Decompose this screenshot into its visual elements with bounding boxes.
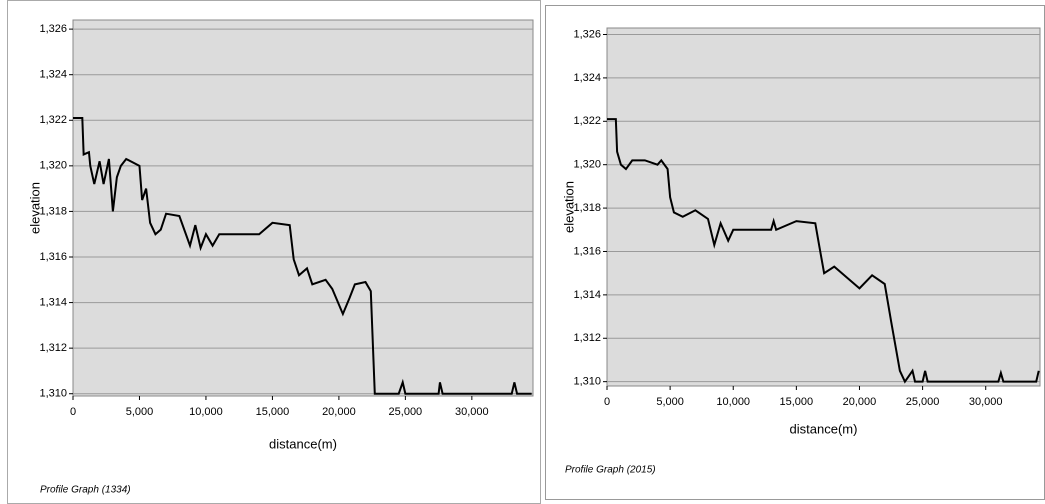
profile-line bbox=[73, 116, 532, 395]
plot-area bbox=[72, 19, 534, 397]
x-tick-label: 20,000 bbox=[322, 406, 356, 418]
x-tick-label: 15,000 bbox=[780, 396, 814, 408]
y-tick-label: 1,312 bbox=[573, 332, 601, 344]
y-tick-label: 1,312 bbox=[39, 342, 67, 354]
x-tick-label: 25,000 bbox=[389, 406, 423, 418]
y-tick-label: 1,322 bbox=[573, 115, 601, 127]
profile-line bbox=[607, 118, 1040, 384]
x-axis-title: distance(m) bbox=[269, 436, 337, 451]
y-axis-title: elevation bbox=[27, 182, 42, 234]
x-axis-title: distance(m) bbox=[790, 421, 858, 436]
x-tick-label: 10,000 bbox=[189, 406, 223, 418]
x-tick-label: 10,000 bbox=[716, 396, 750, 408]
y-tick-label: 1,324 bbox=[39, 69, 67, 81]
plot-area bbox=[606, 27, 1041, 387]
x-tick-label: 5,000 bbox=[126, 406, 154, 418]
y-tick-label: 1,314 bbox=[573, 289, 601, 301]
x-tick-label: 30,000 bbox=[969, 396, 1003, 408]
caption: Profile Graph (2015) bbox=[565, 465, 656, 476]
y-tick-label: 1,324 bbox=[573, 72, 601, 84]
y-tick-label: 1,310 bbox=[573, 376, 601, 388]
y-tick-label: 1,316 bbox=[39, 251, 67, 263]
caption: Profile Graph (1334) bbox=[40, 485, 131, 496]
y-tick-label: 1,318 bbox=[39, 205, 67, 217]
x-tick-label: 0 bbox=[70, 406, 76, 418]
y-tick-label: 1,326 bbox=[573, 28, 601, 40]
y-tick-label: 1,316 bbox=[573, 245, 601, 257]
y-tick-label: 1,326 bbox=[39, 23, 67, 35]
y-tick-label: 1,314 bbox=[39, 296, 67, 308]
y-axis-title: elevation bbox=[561, 181, 576, 233]
y-tick-label: 1,320 bbox=[39, 160, 67, 172]
x-tick-label: 20,000 bbox=[843, 396, 877, 408]
y-tick-label: 1,322 bbox=[39, 114, 67, 126]
y-tick-label: 1,318 bbox=[573, 202, 601, 214]
x-tick-label: 15,000 bbox=[256, 406, 290, 418]
x-tick-label: 0 bbox=[604, 396, 610, 408]
y-tick-label: 1,320 bbox=[573, 159, 601, 171]
x-tick-label: 5,000 bbox=[656, 396, 684, 408]
x-tick-label: 25,000 bbox=[906, 396, 940, 408]
x-tick-label: 30,000 bbox=[455, 406, 489, 418]
y-tick-label: 1,310 bbox=[39, 388, 67, 400]
